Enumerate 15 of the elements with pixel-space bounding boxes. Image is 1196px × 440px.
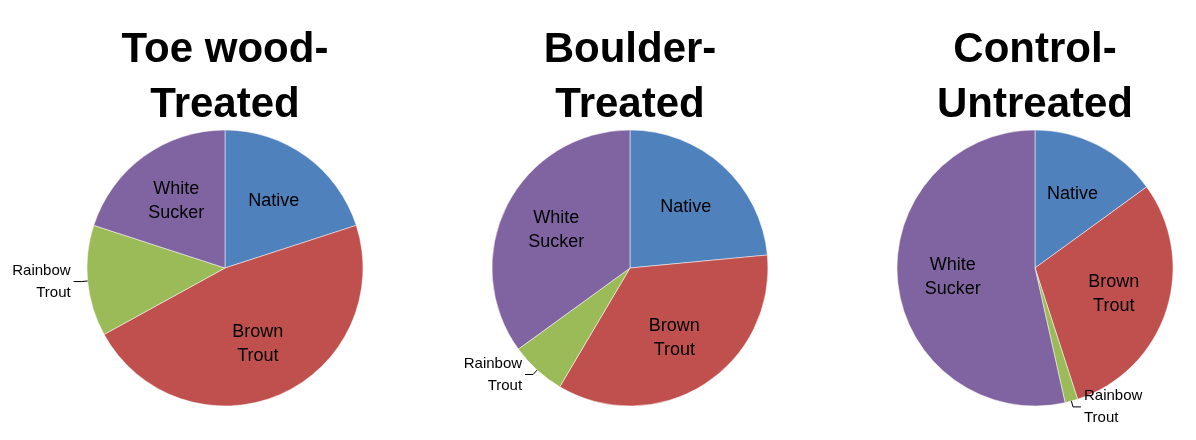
chart-title: Control-Untreated bbox=[936, 24, 1134, 126]
slice-label: Brown Trout bbox=[1088, 270, 1140, 315]
slice-label: White Sucker bbox=[148, 177, 205, 222]
slice-label: Brown Trout bbox=[232, 320, 284, 365]
slice-label: Rainbow Trout bbox=[1084, 385, 1143, 425]
chart-title: Boulder-Treated bbox=[543, 24, 717, 126]
slice-label: Native bbox=[1047, 182, 1099, 203]
slice-label: Native bbox=[248, 189, 300, 210]
slice-label: Rainbow Trout bbox=[463, 353, 523, 393]
slice-label: White Sucker bbox=[528, 207, 585, 252]
chart-title: Toe wood-Treated bbox=[121, 24, 329, 126]
slice-label: Native bbox=[660, 195, 712, 216]
slice-label: White Sucker bbox=[924, 253, 981, 298]
slice-label: Brown Trout bbox=[648, 314, 700, 359]
slice-label: Rainbow Trout bbox=[12, 260, 72, 300]
